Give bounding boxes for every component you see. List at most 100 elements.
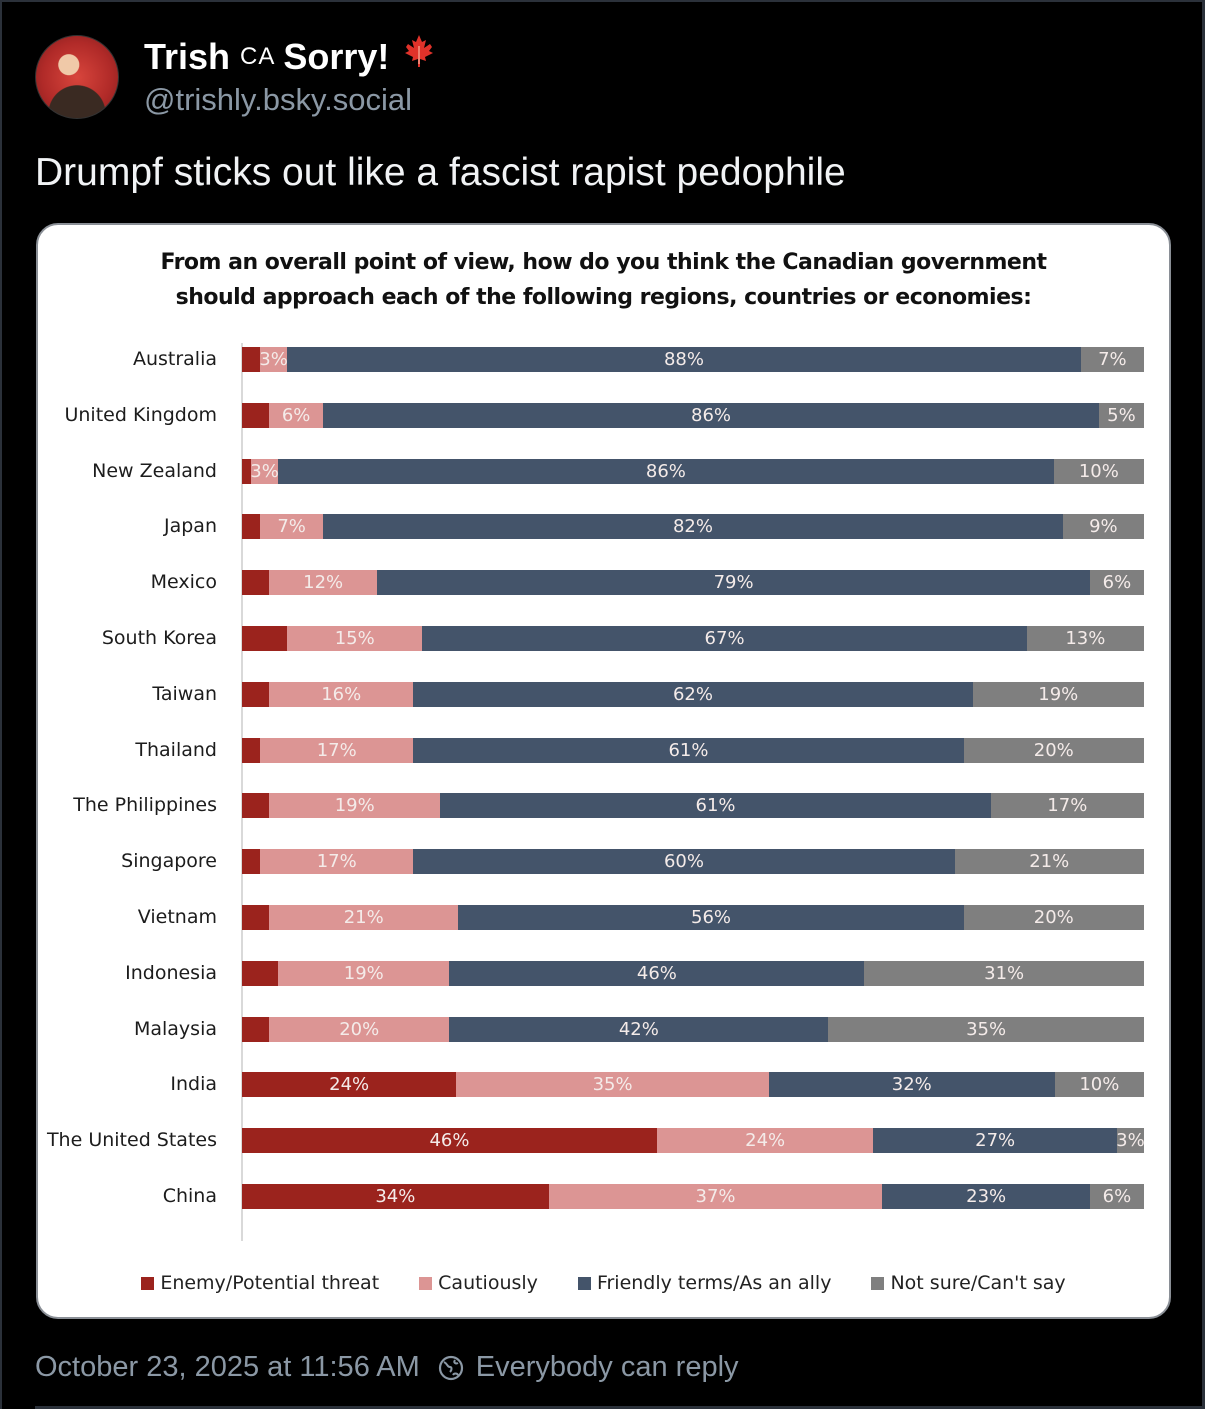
category-label: The Philippines [73, 794, 217, 817]
bar-segment-friendly: 60% [413, 849, 955, 875]
bar-row: 3% 88% 7% [242, 347, 1144, 372]
bar-row: 21% 56% 20% [242, 905, 1144, 930]
reply-setting[interactable]: Everybody can reply [475, 1351, 739, 1383]
data-label: 56% [691, 907, 732, 928]
category-label: Japan [164, 515, 217, 538]
category-label: China [162, 1185, 217, 1207]
chart-title-line-1: From an overall point of view, how do yo… [160, 250, 1047, 275]
chart-legend: Enemy/Potential threat Cautiously Friendly… [38, 1272, 1169, 1294]
bar-segment-unsure: 3% [1116, 1128, 1145, 1154]
bar-segment-friendly: 88% [287, 347, 1081, 372]
category-label: Singapore [121, 850, 217, 873]
category-label: Taiwan [152, 682, 217, 705]
bar-segment-cautious: 3% [250, 458, 279, 484]
data-label: 24% [745, 1130, 786, 1152]
data-label: 20% [339, 1018, 380, 1040]
author-handle[interactable]: @trishly.bsky.social [144, 82, 413, 117]
bar-segment-cautious: 7% [260, 514, 324, 540]
maple-leaf-icon [403, 34, 435, 79]
bar-row: 34% 37% 23% 6% [242, 1184, 1144, 1209]
bar-segment-friendly: 56% [458, 905, 964, 930]
data-label: 15% [334, 628, 375, 649]
category-label: The United States [46, 1129, 217, 1152]
bar-segment-friendly: 79% [377, 570, 1090, 596]
data-label: 35% [592, 1074, 633, 1096]
bar-segment-friendly: 61% [413, 737, 964, 763]
category-label: Thailand [135, 738, 217, 761]
legend-label: Friendly terms/As an ally [596, 1272, 832, 1294]
data-label: 19% [343, 962, 384, 984]
legend-item-cautious: Cautiously [419, 1272, 538, 1294]
bar-segment-cautious: 35% [456, 1072, 769, 1098]
data-label: 20% [1033, 739, 1074, 761]
category-label: India [170, 1073, 217, 1096]
data-label: 5% [1107, 404, 1136, 426]
data-label: 37% [695, 1186, 736, 1207]
data-label: 62% [672, 683, 713, 705]
data-label: 27% [975, 1130, 1016, 1152]
post-divider [35, 1406, 1205, 1409]
post-timestamp[interactable]: October 23, 2025 at 11:56 AM [35, 1351, 420, 1383]
bar-segment-unsure: 20% [963, 905, 1144, 930]
data-label: 42% [618, 1018, 659, 1040]
bar-segment-friendly: 42% [449, 1016, 829, 1042]
avatar[interactable] [35, 34, 119, 119]
bar-segment-cautious: 21% [269, 905, 459, 930]
bar-segment-unsure: 31% [864, 960, 1144, 986]
author-display-name[interactable]: Trish CA Sorry! [144, 34, 435, 79]
data-label: 61% [668, 739, 709, 761]
data-label: 60% [663, 851, 704, 873]
bar-segment-unsure: 19% [972, 681, 1144, 707]
data-label: 17% [316, 739, 357, 761]
post-text: Drumpf sticks out like a fascist rapist … [35, 151, 846, 194]
legend-item-enemy: Enemy/Potential threat [141, 1272, 379, 1294]
data-label: 9% [1089, 516, 1118, 538]
legend-swatch [141, 1276, 155, 1290]
bar-segment-cautious: 20% [269, 1016, 450, 1042]
window-frame-top [0, 0, 1205, 2]
bar-segment-enemy: 46% [242, 1128, 657, 1154]
bar-segment-unsure: 10% [1054, 1072, 1144, 1098]
bar-segment-unsure: 35% [828, 1016, 1144, 1042]
bar-segment-unsure: 17% [990, 793, 1144, 819]
bar-segment-friendly: 23% [882, 1184, 1090, 1209]
category-label: Australia [132, 348, 217, 370]
bar-segment-friendly: 32% [768, 1072, 1055, 1098]
bar-segment-friendly: 86% [323, 402, 1099, 428]
bar-segment-friendly: 86% [278, 458, 1054, 484]
data-label: 35% [966, 1018, 1007, 1040]
category-label: United Kingdom [64, 403, 217, 426]
bar-segment-enemy [242, 793, 270, 819]
data-label: 19% [334, 795, 375, 817]
bar-segment-enemy [242, 1016, 270, 1042]
bar-segment-friendly: 61% [440, 793, 991, 819]
bar-segment-unsure: 5% [1098, 402, 1144, 428]
bar-segment-cautious: 12% [269, 570, 378, 596]
category-label: Indonesia [125, 961, 217, 984]
bar-row: 6% 86% 5% [242, 402, 1144, 428]
bar-row: 17% 60% 21% [242, 849, 1144, 875]
data-label: 46% [636, 962, 677, 984]
chart-image-card[interactable]: From an overall point of view, how do yo… [36, 223, 1171, 1319]
bar-row: 24% 35% 32% 10% [242, 1072, 1144, 1098]
legend-swatch [871, 1276, 885, 1290]
data-label: 10% [1079, 1074, 1120, 1096]
bar-segment-unsure: 6% [1089, 570, 1144, 596]
bar-row: 20% 42% 35% [242, 1016, 1144, 1042]
legend-swatch [419, 1276, 433, 1290]
bar-segment-cautious: 16% [269, 681, 414, 707]
bar-segment-enemy [242, 347, 261, 372]
legend-label: Cautiously [438, 1272, 538, 1294]
post-footer: October 23, 2025 at 11:56 AM Everybody c… [35, 1349, 739, 1385]
category-label: Malaysia [133, 1017, 217, 1040]
data-label: 21% [1029, 851, 1070, 873]
data-label: 6% [1102, 572, 1132, 594]
bar-segment-friendly: 27% [873, 1128, 1117, 1154]
bar-segment-enemy: 34% [242, 1184, 549, 1209]
data-label: 46% [429, 1130, 470, 1152]
data-label: 61% [695, 795, 736, 817]
bar-segment-friendly: 82% [323, 514, 1063, 540]
bar-row: 46% 24% 27% 3% [242, 1128, 1145, 1154]
bar-row: 19% 61% 17% [242, 793, 1144, 819]
bar-row: 7% 82% 9% [242, 514, 1144, 540]
